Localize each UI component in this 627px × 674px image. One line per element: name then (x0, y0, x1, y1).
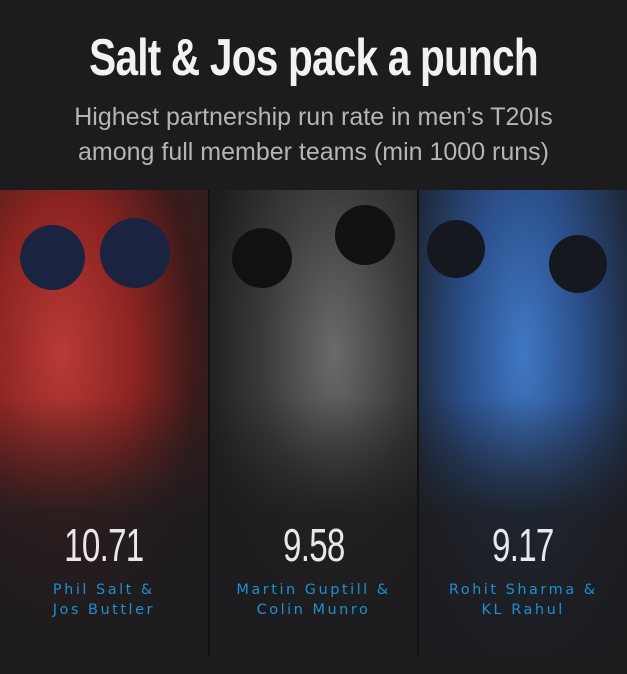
player-photo (549, 235, 608, 293)
overlay (209, 397, 418, 657)
player-photo (100, 218, 170, 288)
overlay (0, 397, 208, 657)
panel-guptill-munro: 9.58 Martin Guptill & Colin Munro (209, 190, 418, 657)
name-line: Martin Guptill & (236, 582, 391, 598)
player-photo (20, 225, 85, 290)
player-photo (427, 220, 486, 278)
name-line: Colin Munro (256, 602, 371, 618)
name-line: Jos Buttler (52, 602, 155, 618)
partnership-names: Phil Salt & Jos Buttler (0, 580, 208, 620)
partnership-names: Rohit Sharma & KL Rahul (419, 580, 627, 620)
subtitle-line: among full member teams (min 1000 runs) (77, 138, 550, 166)
subtitle: Highest partnership run rate in men’s T2… (0, 100, 627, 170)
headline: Salt & Jos pack a punch (89, 29, 538, 87)
partnership-names: Martin Guptill & Colin Munro (210, 580, 418, 620)
name-line: Phil Salt & (52, 582, 155, 598)
run-rate: 9.17 (492, 519, 554, 571)
subtitle-line: Highest partnership run rate in men’s T2… (74, 103, 553, 131)
panel-sharma-rahul: 9.17 Rohit Sharma & KL Rahul (419, 190, 627, 657)
partnership-panels: 10.71 Phil Salt & Jos Buttler 9.58 Marti… (0, 190, 627, 657)
player-photo (334, 205, 395, 265)
overlay (419, 397, 627, 657)
run-rate: 9.58 (282, 519, 345, 571)
panel-salt-buttler: 10.71 Phil Salt & Jos Buttler (0, 190, 208, 657)
name-line: KL Rahul (481, 602, 565, 618)
player-photo (231, 228, 292, 288)
run-rate: 10.71 (64, 519, 144, 571)
name-line: Rohit Sharma & (448, 582, 598, 598)
